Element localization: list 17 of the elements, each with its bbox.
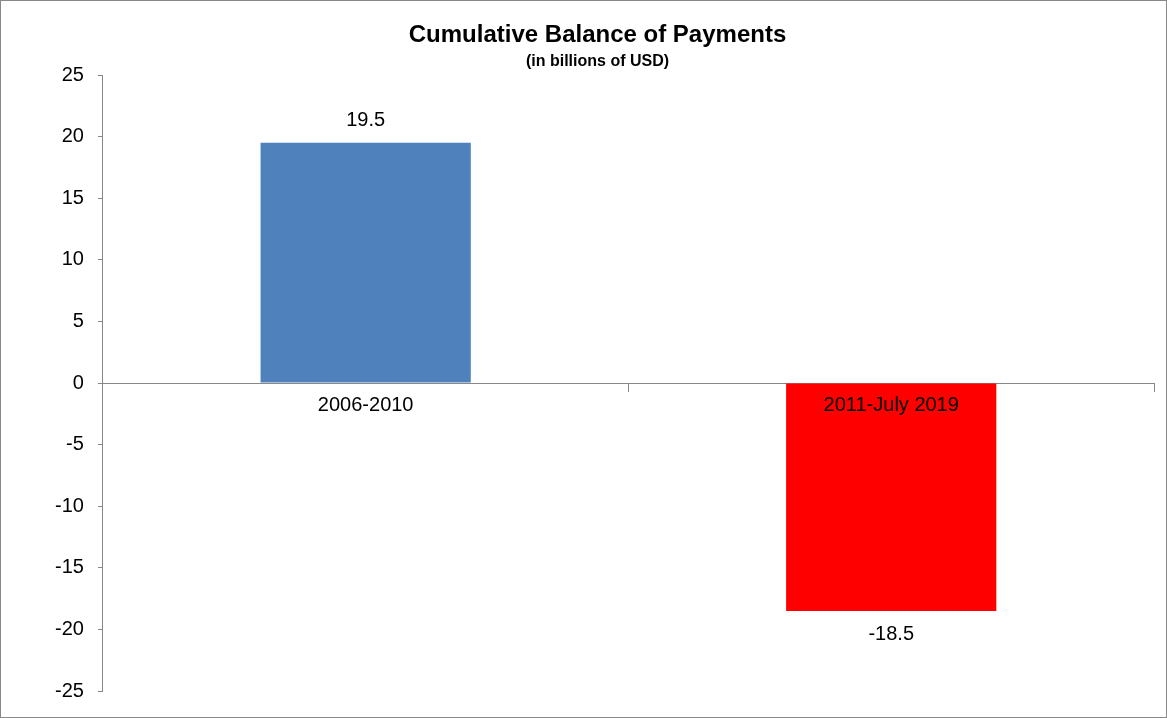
y-tick-label: -15	[55, 555, 84, 578]
x-tick-label: 2011-July 2019	[823, 392, 959, 415]
y-tick-label: -10	[55, 493, 84, 516]
y-tick-label: 0	[72, 370, 84, 393]
y-tick-label: -20	[55, 616, 84, 639]
y-tick-label: 15	[61, 185, 84, 208]
chart-subtitle: (in billions of USD)	[525, 51, 670, 69]
chart-title: Cumulative Balance of Payments	[408, 20, 787, 48]
y-tick-label: 5	[72, 308, 84, 331]
data-label: 19.5	[346, 108, 386, 131]
y-tick-label: 10	[61, 247, 84, 270]
y-tick-label: 20	[61, 124, 84, 147]
x-tick-label: 2006-2010	[317, 392, 414, 415]
y-tick-label: -25	[55, 678, 84, 701]
data-label: -18.5	[868, 622, 915, 645]
y-tick-label: 25	[61, 62, 84, 85]
y-tick-label: -5	[66, 432, 84, 455]
